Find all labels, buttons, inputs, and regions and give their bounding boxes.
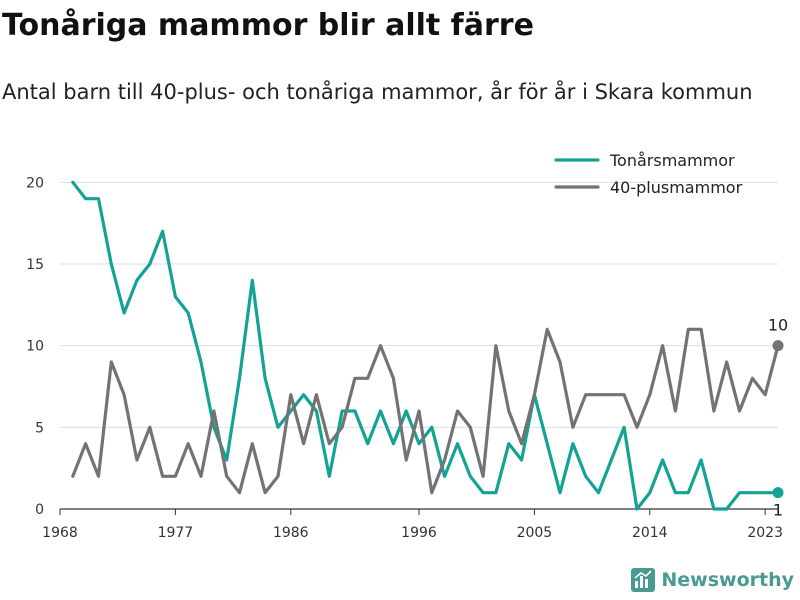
series-end-point-1 xyxy=(772,340,784,352)
x-tick-label: 2014 xyxy=(632,525,668,541)
x-tick-label: 1986 xyxy=(273,525,309,541)
legend: Tonårsmammor 40-plusmammor xyxy=(554,151,743,197)
legend-label-1: 40-plusmammor xyxy=(610,178,743,197)
series-line-0 xyxy=(71,180,780,511)
chart-subtitle: Antal barn till 40-plus- och tonåriga ma… xyxy=(2,80,753,104)
legend-label-0: Tonårsmammor xyxy=(609,151,735,170)
y-tick-label: 5 xyxy=(35,420,44,436)
end-value-label-1: 10 xyxy=(768,316,788,335)
series-end-point-0 xyxy=(772,487,784,499)
x-tick-label: 2023 xyxy=(747,525,783,541)
grid-lines xyxy=(60,181,778,428)
x-tick-label: 2005 xyxy=(517,525,553,541)
y-tick-label: 20 xyxy=(26,175,44,191)
brand-name: Newsworthy xyxy=(661,569,794,591)
chart-title: Tonåriga mammor blir allt färre xyxy=(2,8,534,43)
brand-logo[interactable]: Newsworthy xyxy=(631,568,794,592)
series-lines: 1 10 xyxy=(71,180,788,520)
x-tick-label: 1977 xyxy=(158,525,194,541)
y-tick-label: 15 xyxy=(26,257,44,273)
y-tick-label: 10 xyxy=(26,339,44,355)
bar-chart-logo-icon xyxy=(631,568,656,592)
series-line-1 xyxy=(71,327,780,495)
axes: 0 5 10 15 20 1968 1977 1986 1996 2005 2014 2023 xyxy=(26,175,783,541)
x-tick-label: 1968 xyxy=(42,525,78,541)
end-value-label-0: 1 xyxy=(773,501,783,520)
y-tick-label: 0 xyxy=(35,502,44,518)
x-tick-label: 1996 xyxy=(401,525,437,541)
